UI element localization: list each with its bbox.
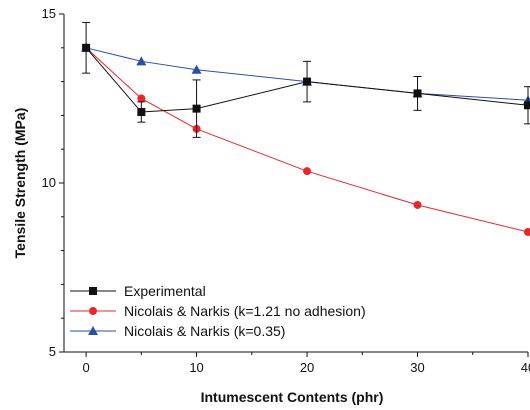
y-tick-label: 10 xyxy=(42,175,56,190)
data-point-square xyxy=(192,104,201,113)
x-tick-label: 0 xyxy=(82,360,89,375)
legend-marker-triangle xyxy=(88,326,98,335)
data-point-triangle xyxy=(136,56,147,66)
data-point-square xyxy=(524,101,530,110)
x-tick-label: 40 xyxy=(521,360,530,375)
x-tick-label: 10 xyxy=(189,360,203,375)
series-line-1 xyxy=(85,47,529,233)
data-point-square xyxy=(413,89,422,98)
y-axis-title: Tensile Strength (MPa) xyxy=(12,108,28,259)
series-line-2 xyxy=(85,47,529,101)
plot-area: 0 10 20 30 40 5 10 15 Experimental Nicolais & Nar… xyxy=(42,6,530,375)
legend-marker-square xyxy=(89,287,97,295)
x-axis-title: Intumescent Contents (phr) xyxy=(201,389,384,405)
legend-label: Experimental xyxy=(124,283,206,299)
series-line-0 xyxy=(85,47,529,113)
legend-label: Nicolais & Narkis (k=0.35) xyxy=(124,323,285,339)
data-point-square xyxy=(303,77,312,86)
data-point-circle xyxy=(524,228,530,237)
data-point-triangle xyxy=(191,64,202,74)
data-point-circle xyxy=(413,200,422,209)
data-point-circle xyxy=(137,94,146,103)
y-tick-label: 5 xyxy=(49,344,56,359)
y-tick-label: 15 xyxy=(42,6,56,21)
x-tick-label: 20 xyxy=(300,360,314,375)
data-point-square xyxy=(137,108,146,117)
data-point-circle xyxy=(303,167,312,176)
legend-marker-circle xyxy=(89,307,97,315)
legend-label: Nicolais & Narkis (k=1.21 no adhesion) xyxy=(124,303,366,319)
data-point-square xyxy=(82,43,91,52)
x-tick-label: 30 xyxy=(410,360,424,375)
